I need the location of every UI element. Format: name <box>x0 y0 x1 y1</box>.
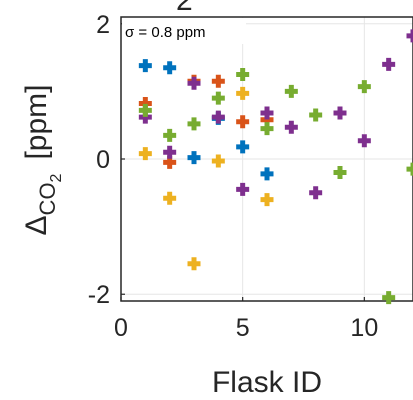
data-point <box>333 106 347 120</box>
series-3 <box>138 86 274 271</box>
x-tick-label: 0 <box>114 314 128 342</box>
data-point <box>260 106 274 120</box>
data-point <box>138 59 152 73</box>
data-point <box>163 145 177 159</box>
data-point <box>163 128 177 142</box>
data-point <box>406 29 413 43</box>
data-points <box>138 29 413 305</box>
data-point <box>236 115 250 129</box>
axes-box <box>120 16 413 302</box>
data-point <box>236 182 250 196</box>
data-point <box>382 291 396 305</box>
x-tick-label: 5 <box>236 314 250 342</box>
data-point <box>187 117 201 131</box>
y-tick-labels: -2 0 2 <box>88 11 110 309</box>
data-point <box>138 103 152 117</box>
data-point <box>236 86 250 100</box>
data-point <box>309 108 323 122</box>
series-1 <box>138 59 274 181</box>
data-point <box>406 162 413 176</box>
series-2 <box>138 74 274 169</box>
data-point <box>260 167 274 181</box>
data-point <box>236 140 250 154</box>
y-tick-label: -2 <box>88 281 110 309</box>
annotation-background <box>122 18 246 44</box>
x-tick-labels: 0 5 10 <box>114 314 378 342</box>
y-axis-label: ΔCO2 [ppm] <box>20 85 65 236</box>
data-point <box>187 151 201 165</box>
data-point <box>163 191 177 205</box>
data-point <box>187 257 201 271</box>
y-tick-label: 0 <box>96 146 110 174</box>
sigma-annotation: σ = 0.8 ppm <box>125 24 206 41</box>
y-axis-label-delta: Δ <box>20 215 53 235</box>
y-axis-label-unit: [ppm] <box>20 85 53 160</box>
data-point <box>236 67 250 81</box>
data-point <box>260 193 274 207</box>
data-point <box>211 74 225 88</box>
data-point <box>163 61 177 75</box>
x-axis-label: Flask ID <box>212 366 322 399</box>
data-point <box>309 186 323 200</box>
data-point <box>357 80 371 94</box>
data-point <box>211 110 225 124</box>
data-point <box>382 57 396 71</box>
series-4 <box>138 29 413 200</box>
clipped-title-fragment: 2 <box>176 0 193 17</box>
data-point <box>284 120 298 134</box>
data-point <box>138 147 152 161</box>
svg-text:ΔCO2[ppm]: ΔCO2 [ppm] <box>20 85 65 236</box>
x-tick-label: 10 <box>350 314 378 342</box>
data-point <box>211 154 225 168</box>
data-point <box>187 76 201 90</box>
data-point <box>284 84 298 98</box>
y-tick-label: 2 <box>96 11 110 39</box>
data-point <box>333 166 347 180</box>
y-axis-label-2: 2 <box>48 173 65 182</box>
grid <box>121 17 413 301</box>
data-point <box>211 91 225 105</box>
series-5 <box>138 67 413 305</box>
data-point <box>260 122 274 136</box>
data-point <box>357 134 371 148</box>
y-axis-label-co: CO <box>35 182 60 215</box>
